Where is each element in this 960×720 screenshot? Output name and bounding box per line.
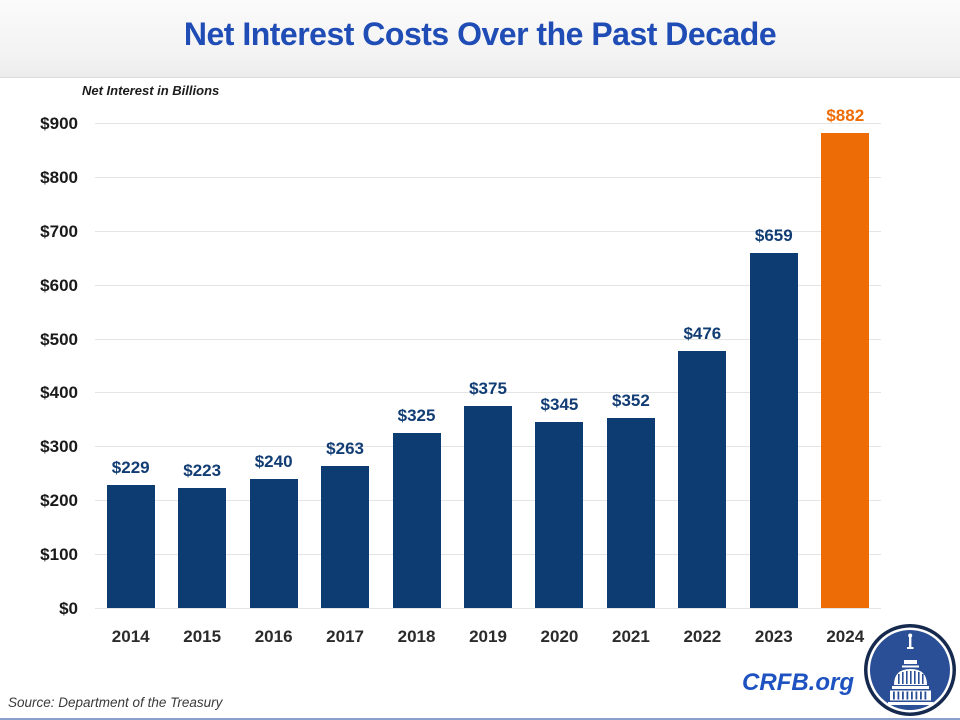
bar-2015 bbox=[178, 487, 227, 608]
bottom-accent-line bbox=[0, 718, 960, 720]
bar-2023 bbox=[749, 252, 798, 608]
x-axis-tick-label: 2022 bbox=[683, 627, 722, 646]
y-axis-tick-label: $600 bbox=[40, 275, 78, 295]
bar-2021 bbox=[606, 418, 655, 608]
x-axis-tick-label: 2019 bbox=[469, 627, 507, 646]
gridline bbox=[95, 392, 881, 394]
bar-value-label: $375 bbox=[469, 378, 507, 398]
capitol-dome-icon bbox=[863, 623, 957, 717]
bar-value-label: $325 bbox=[397, 405, 436, 425]
x-axis-tick-label: 2020 bbox=[540, 627, 579, 646]
x-axis-tick-label: 2023 bbox=[754, 627, 793, 646]
y-axis-tick-label: $200 bbox=[40, 491, 78, 511]
y-axis-tick-label: $700 bbox=[40, 221, 78, 241]
y-axis-tick-label: $900 bbox=[40, 114, 78, 133]
gridline bbox=[95, 123, 881, 124]
bar-value-label: $240 bbox=[254, 451, 293, 471]
y-axis-tick-label: $400 bbox=[40, 383, 78, 403]
bar-2020 bbox=[535, 422, 584, 608]
bar-2018 bbox=[392, 432, 441, 608]
gridline bbox=[95, 608, 881, 609]
bar-value-label: $659 bbox=[754, 225, 793, 245]
crfb-link[interactable]: CRFB.org bbox=[742, 669, 854, 696]
bar-2019 bbox=[464, 405, 512, 608]
gridline bbox=[95, 338, 881, 340]
bar-value-label: $352 bbox=[611, 391, 650, 411]
x-axis-tick-label: 2024 bbox=[826, 627, 865, 646]
bar-2017 bbox=[321, 466, 370, 608]
source-note: Source: Department of the Treasury bbox=[8, 695, 223, 710]
bar-2024 bbox=[821, 132, 870, 608]
axis-units-label: Net Interest in Billions bbox=[82, 83, 220, 98]
x-axis-tick-label: 2021 bbox=[611, 627, 650, 646]
title-banner bbox=[0, 0, 960, 78]
y-axis-tick-label: $100 bbox=[40, 545, 78, 565]
bar-2022 bbox=[678, 351, 727, 608]
x-axis-tick-label: 2018 bbox=[397, 627, 436, 646]
bar-2016 bbox=[249, 478, 298, 608]
y-axis-tick-label: $0 bbox=[59, 599, 78, 618]
bar-value-label: $263 bbox=[326, 439, 364, 459]
gridline bbox=[95, 176, 881, 178]
x-axis-tick-label: 2015 bbox=[183, 627, 222, 646]
bar-value-label: $882 bbox=[826, 105, 865, 125]
gridline bbox=[95, 284, 881, 286]
bar-2014 bbox=[106, 484, 155, 608]
y-axis-tick-label: $800 bbox=[40, 167, 78, 187]
x-axis-tick-label: 2014 bbox=[111, 627, 150, 646]
bar-value-label: $223 bbox=[183, 460, 222, 480]
x-axis-tick-label: 2016 bbox=[254, 627, 293, 646]
bar-value-label: $476 bbox=[683, 324, 722, 344]
bar-value-label: $229 bbox=[111, 457, 150, 477]
chart-title: Net Interest Costs Over the Past Decade bbox=[183, 16, 777, 52]
x-axis-tick-label: 2017 bbox=[326, 627, 364, 646]
y-axis-tick-label: $300 bbox=[40, 437, 78, 457]
gridline bbox=[95, 230, 881, 232]
bar-value-label: $345 bbox=[540, 395, 579, 415]
y-axis-tick-label: $500 bbox=[40, 329, 78, 349]
